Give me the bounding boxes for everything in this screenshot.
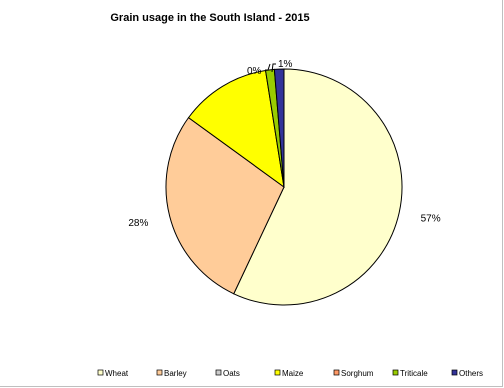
legend-swatch-barley — [156, 369, 163, 376]
legend-label-oats: Oats — [223, 369, 240, 378]
legend-label-others: Others — [459, 369, 483, 378]
pie-slice-wheat — [233, 68, 403, 306]
pie-slice-others — [273, 68, 285, 188]
pie-slice-barley — [165, 116, 285, 295]
legend-swatch-triticale — [392, 369, 399, 376]
legend-swatch-maize — [274, 369, 281, 376]
legend-swatch-others — [451, 369, 458, 376]
leader-line-others — [271, 63, 276, 73]
pie-slice-maize — [187, 69, 285, 189]
legend-label-maize: Maize — [282, 369, 304, 378]
chart-title: Grain usage in the South Island - 2015 — [110, 12, 309, 24]
slice-label-others: 1% — [278, 59, 293, 70]
legend-label-triticale: Triticale — [400, 369, 428, 378]
slice-label-wheat: 57% — [421, 214, 441, 225]
legend-label-barley: Barley — [164, 369, 187, 378]
legend-label-wheat: Wheat — [105, 369, 129, 378]
legend-label-sorghum: Sorghum — [341, 369, 374, 378]
legend-swatch-wheat — [97, 369, 104, 376]
legend-swatch-sorghum — [333, 369, 340, 376]
leader-line-sorghum — [265, 63, 271, 71]
slice-label-sorghum: 0% — [247, 66, 262, 77]
slice-label-barley: 28% — [128, 218, 148, 229]
legend-swatch-oats — [215, 369, 222, 376]
